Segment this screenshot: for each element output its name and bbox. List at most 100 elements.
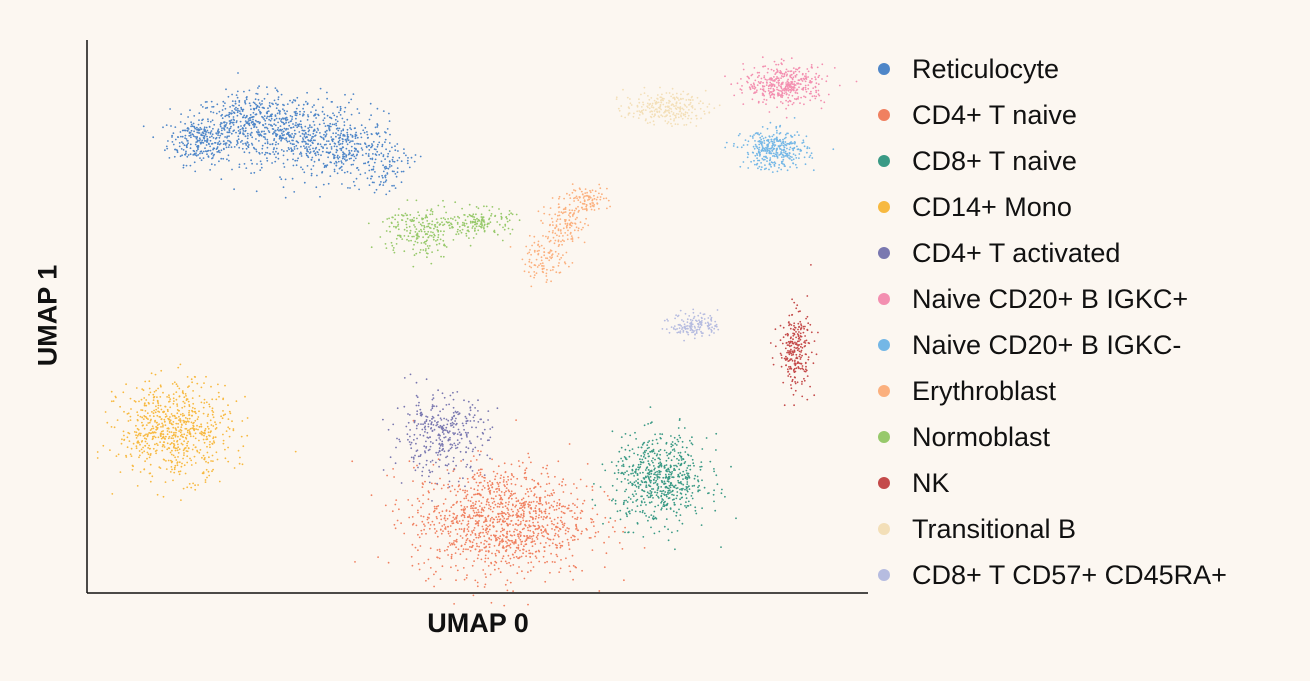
data-point	[411, 504, 414, 507]
data-point	[409, 373, 412, 376]
data-point	[482, 531, 484, 534]
data-point	[492, 497, 495, 500]
data-point	[682, 458, 684, 460]
data-point	[329, 122, 332, 125]
data-point	[149, 415, 151, 417]
data-point	[425, 463, 428, 466]
data-point	[218, 140, 221, 143]
data-point	[452, 522, 455, 525]
data-point	[766, 71, 769, 74]
data-point	[246, 434, 249, 437]
data-point	[682, 470, 685, 473]
data-point	[137, 441, 140, 444]
data-point	[289, 120, 292, 123]
data-point	[181, 443, 184, 446]
data-point	[767, 89, 770, 92]
data-point	[178, 461, 181, 464]
data-point	[549, 538, 552, 541]
data-point	[374, 126, 377, 129]
data-point	[143, 427, 146, 430]
data-point	[562, 491, 565, 493]
data-point	[384, 176, 387, 179]
data-point	[473, 473, 476, 476]
data-point	[649, 475, 652, 478]
data-point	[206, 135, 208, 138]
data-point	[278, 113, 281, 115]
data-point	[625, 499, 627, 502]
data-point	[407, 413, 409, 415]
data-point	[804, 86, 807, 89]
data-point	[414, 469, 417, 472]
data-point	[550, 520, 553, 523]
data-point	[500, 496, 503, 499]
data-point	[233, 119, 236, 121]
data-point	[177, 470, 180, 473]
data-point	[268, 118, 270, 121]
data-point	[207, 155, 210, 158]
data-point	[687, 464, 690, 467]
data-point	[435, 451, 438, 454]
data-point	[301, 132, 304, 135]
data-point	[507, 515, 510, 518]
data-point	[431, 459, 434, 462]
data-point	[281, 136, 283, 139]
data-point	[394, 187, 397, 190]
data-point	[204, 101, 207, 103]
data-point	[532, 500, 535, 503]
data-point	[776, 106, 778, 109]
data-point	[506, 562, 508, 565]
data-point	[111, 493, 114, 495]
data-point	[796, 82, 798, 85]
data-point	[492, 526, 495, 528]
data-point	[148, 393, 150, 396]
data-point	[171, 136, 173, 138]
data-point	[332, 132, 335, 135]
data-point	[387, 561, 390, 564]
data-point	[514, 492, 516, 495]
data-point	[174, 447, 177, 450]
data-point	[426, 431, 429, 434]
data-point	[642, 461, 644, 464]
data-point	[653, 473, 656, 475]
data-point	[176, 449, 179, 452]
data-point	[740, 78, 742, 80]
data-point	[435, 570, 437, 573]
data-point	[188, 411, 190, 414]
data-point	[455, 422, 458, 425]
data-point	[210, 100, 213, 103]
data-point	[757, 101, 760, 104]
data-point	[257, 129, 259, 131]
data-point	[271, 127, 274, 130]
data-point	[162, 435, 165, 438]
data-point	[167, 427, 170, 430]
data-point	[346, 159, 348, 161]
data-point	[448, 510, 451, 513]
data-point	[762, 88, 765, 90]
data-point	[558, 542, 561, 545]
data-point	[453, 488, 456, 491]
data-point	[799, 102, 801, 104]
data-point	[393, 476, 395, 478]
data-point	[772, 69, 775, 72]
data-point	[453, 540, 455, 542]
data-point	[471, 531, 474, 534]
data-point	[393, 523, 396, 526]
data-point	[430, 427, 433, 429]
data-point	[313, 128, 316, 131]
data-point	[548, 494, 551, 497]
data-point	[305, 133, 307, 135]
data-point	[142, 389, 145, 392]
data-point	[215, 112, 218, 115]
data-point	[182, 166, 185, 169]
data-point	[656, 478, 659, 480]
data-point	[782, 75, 785, 78]
data-point	[680, 459, 683, 461]
data-point	[133, 431, 136, 433]
data-point	[655, 479, 658, 482]
data-point	[472, 504, 475, 507]
data-point	[410, 156, 413, 159]
data-point	[442, 433, 445, 435]
data-point	[292, 164, 295, 167]
data-point	[760, 143, 763, 146]
data-point	[414, 546, 417, 549]
